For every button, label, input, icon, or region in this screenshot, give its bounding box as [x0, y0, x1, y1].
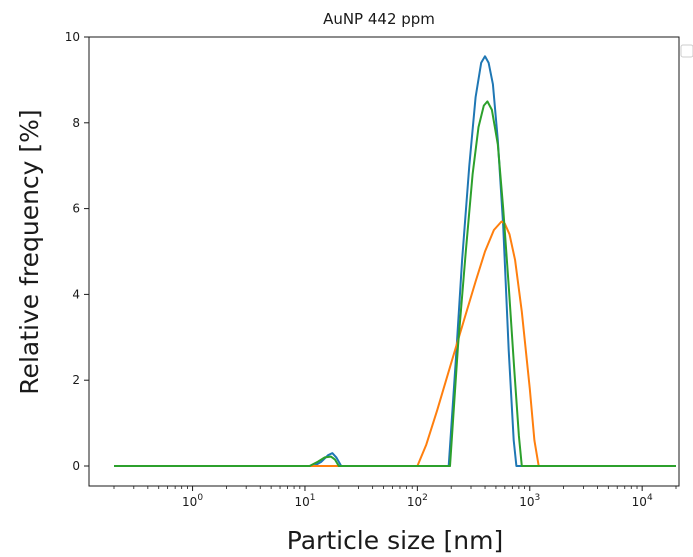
x-tick-label: 103: [519, 493, 540, 509]
y-tick-label: 6: [72, 202, 80, 216]
axes-frame: [88, 36, 680, 487]
series-line-1: [114, 55, 676, 467]
y-tick-label: 10: [65, 30, 80, 44]
chart-title: AuNP 442 ppm: [323, 10, 435, 28]
x-tick-label: 101: [294, 493, 315, 509]
x-axis-label: Particle size [nm]: [287, 526, 503, 555]
series-line-2: [114, 220, 676, 467]
y-tick-label: 0: [72, 459, 80, 473]
plot-area: [114, 55, 676, 467]
x-axis-ticks: 100 101 102 103 104: [113, 486, 677, 509]
x-tick-label: 100: [182, 493, 203, 509]
legend-box: [680, 44, 693, 58]
x-tick-label: 104: [632, 493, 653, 509]
y-tick-label: 8: [72, 116, 80, 130]
y-tick-label: 2: [72, 373, 80, 387]
y-axis-label: Relative frequency [%]: [15, 109, 44, 394]
y-tick-label: 4: [72, 287, 80, 301]
x-tick-label: 102: [407, 493, 428, 509]
y-axis-ticks: 0 2 4 6 8 10: [65, 30, 89, 473]
series-line-3: [114, 100, 676, 467]
